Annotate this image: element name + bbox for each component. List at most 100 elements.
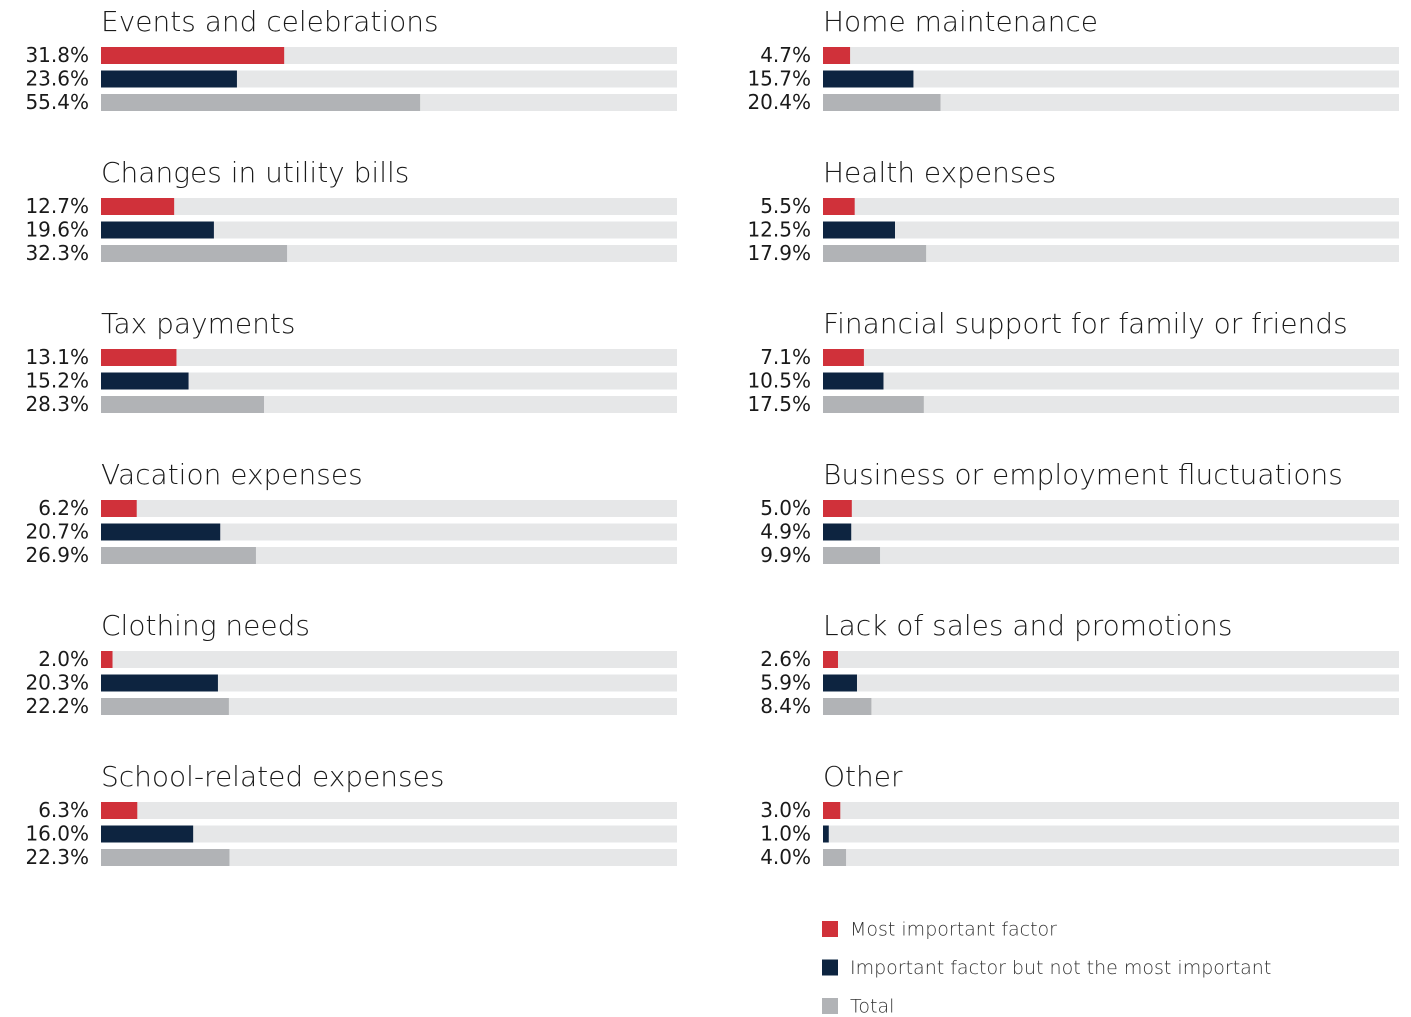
- bar: [101, 221, 214, 239]
- bar: [823, 221, 895, 239]
- bar: [101, 651, 113, 668]
- value-label: 55.4%: [25, 90, 89, 114]
- track: [823, 70, 1399, 88]
- value-label: 13.1%: [25, 345, 89, 369]
- bar: [823, 500, 852, 517]
- value-label: 2.0%: [38, 647, 89, 671]
- bar: [101, 94, 421, 111]
- bar: [101, 802, 138, 819]
- value-label: 5.9%: [760, 671, 811, 695]
- track: [823, 221, 1399, 239]
- track: [101, 802, 677, 819]
- panel-title: Lack of sales and promotions: [823, 609, 1232, 642]
- bar: [823, 245, 927, 262]
- legend-swatch: [822, 921, 838, 937]
- track: [823, 47, 1399, 64]
- track: [823, 396, 1399, 413]
- track: [101, 523, 677, 541]
- value-label: 3.0%: [760, 798, 811, 822]
- panel-title: Events and celebrations: [101, 5, 439, 38]
- panel-title: Clothing needs: [101, 609, 310, 642]
- bar: [101, 698, 229, 715]
- track: [101, 849, 677, 866]
- track: [823, 500, 1399, 517]
- track: [101, 698, 677, 715]
- track: [101, 825, 677, 843]
- panel-title: Other: [823, 760, 903, 793]
- track: [823, 523, 1399, 541]
- panel-title: Business or employment fluctuations: [823, 458, 1343, 491]
- bar: [101, 70, 237, 88]
- bar: [823, 47, 851, 64]
- value-label: 22.3%: [25, 845, 89, 869]
- value-label: 16.0%: [25, 822, 89, 846]
- bar: [823, 349, 864, 366]
- track: [101, 221, 677, 239]
- track: [823, 674, 1399, 692]
- value-label: 17.5%: [747, 392, 811, 416]
- value-label: 20.4%: [747, 90, 811, 114]
- bar: [823, 94, 941, 111]
- track: [823, 849, 1399, 866]
- track: [823, 245, 1399, 262]
- panel-title: School-related expenses: [101, 760, 444, 793]
- bar: [101, 47, 285, 64]
- value-label: 31.8%: [25, 43, 89, 67]
- track: [823, 349, 1399, 366]
- bar: [101, 825, 194, 843]
- bar: [101, 849, 230, 866]
- value-label: 19.6%: [25, 218, 89, 242]
- legend-swatch: [822, 959, 838, 976]
- panel-title: Home maintenance: [823, 5, 1098, 38]
- value-label: 4.9%: [760, 520, 811, 544]
- bar: [823, 523, 852, 541]
- value-label: 15.7%: [747, 67, 811, 91]
- panel-title: Health expenses: [823, 156, 1056, 189]
- value-label: 15.2%: [25, 369, 89, 393]
- track: [823, 651, 1399, 668]
- value-label: 26.9%: [25, 543, 89, 567]
- value-label: 4.7%: [760, 43, 811, 67]
- bar: [823, 698, 872, 715]
- track: [101, 198, 677, 215]
- bar: [101, 349, 177, 366]
- value-label: 2.6%: [760, 647, 811, 671]
- value-label: 5.5%: [760, 194, 811, 218]
- value-label: 22.2%: [25, 694, 89, 718]
- panel-title: Vacation expenses: [101, 458, 363, 491]
- value-label: 1.0%: [760, 822, 811, 846]
- track: [823, 547, 1399, 564]
- track: [101, 70, 677, 88]
- bar: [823, 70, 914, 88]
- track: [823, 698, 1399, 715]
- legend-label: Most important factor: [850, 919, 1057, 941]
- bar: [101, 500, 137, 517]
- panel-title: Changes in utility bills: [101, 156, 409, 189]
- value-label: 10.5%: [747, 369, 811, 393]
- track: [101, 372, 677, 390]
- bar: [101, 198, 175, 215]
- value-label: 5.0%: [760, 496, 811, 520]
- bar: [823, 849, 847, 866]
- bar: [823, 547, 881, 564]
- bar: [823, 825, 829, 843]
- bar: [823, 674, 857, 692]
- value-label: 12.7%: [25, 194, 89, 218]
- value-label: 28.3%: [25, 392, 89, 416]
- value-label: 9.9%: [760, 543, 811, 567]
- track: [101, 651, 677, 668]
- bar: [101, 547, 256, 564]
- bar: [823, 802, 841, 819]
- value-label: 20.7%: [25, 520, 89, 544]
- panel-title: Financial support for family or friends: [823, 307, 1348, 340]
- legend-swatch: [822, 998, 838, 1014]
- value-label: 20.3%: [25, 671, 89, 695]
- bar: [823, 198, 855, 215]
- legend-label: Total: [850, 996, 894, 1017]
- value-label: 4.0%: [760, 845, 811, 869]
- value-label: 32.3%: [25, 241, 89, 265]
- track: [101, 349, 677, 366]
- track: [823, 825, 1399, 843]
- value-label: 12.5%: [747, 218, 811, 242]
